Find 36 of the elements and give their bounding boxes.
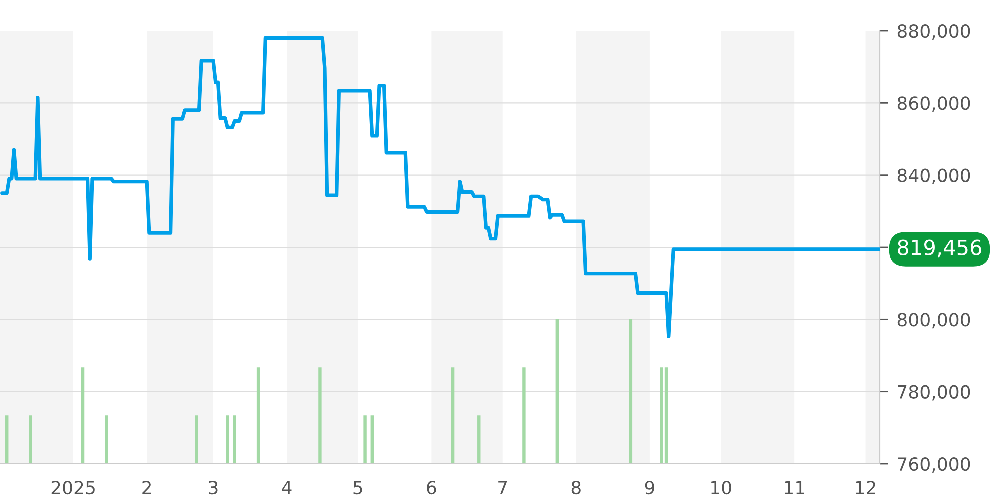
y-tick-label: 760,000 bbox=[898, 457, 970, 473]
bar bbox=[226, 416, 230, 464]
bar bbox=[105, 416, 108, 464]
bar bbox=[233, 416, 236, 464]
y-tick-label: 860,000 bbox=[898, 96, 970, 112]
bar bbox=[522, 368, 526, 464]
bar bbox=[478, 416, 481, 464]
annotation: 819,456 bbox=[898, 240, 982, 258]
x-tick-label: 8 bbox=[572, 480, 581, 495]
x-tick-label: 12 bbox=[856, 480, 876, 494]
bar bbox=[318, 368, 322, 464]
x-tick-label: 6 bbox=[427, 480, 436, 495]
bar bbox=[451, 368, 455, 464]
x-tick-label: 11 bbox=[785, 481, 804, 494]
x-tick-label: 3 bbox=[209, 480, 218, 495]
y-tick-label: 840,000 bbox=[898, 168, 970, 184]
y-tick-label: 880,000 bbox=[898, 24, 970, 40]
x-tick-label: 2 bbox=[142, 480, 151, 494]
x-tick-label: 5 bbox=[354, 481, 362, 495]
bar bbox=[195, 416, 198, 464]
line-series bbox=[0, 36, 880, 338]
x-tick-label: 10 bbox=[712, 480, 732, 495]
bar bbox=[629, 319, 633, 464]
x-tick-label: 9 bbox=[645, 480, 654, 495]
bar bbox=[256, 368, 260, 464]
x-tick-label: 7 bbox=[498, 481, 508, 494]
bar bbox=[364, 416, 367, 464]
bar bbox=[29, 416, 32, 464]
x-tick-label: 4 bbox=[282, 481, 292, 494]
y-tick-label: 800,000 bbox=[898, 313, 970, 329]
x-tick-label: 2025 bbox=[52, 480, 95, 495]
bar bbox=[370, 416, 374, 464]
bar bbox=[556, 319, 560, 464]
bar bbox=[81, 368, 85, 464]
y-tick-label: 780,000 bbox=[898, 385, 970, 401]
bar bbox=[6, 416, 9, 464]
